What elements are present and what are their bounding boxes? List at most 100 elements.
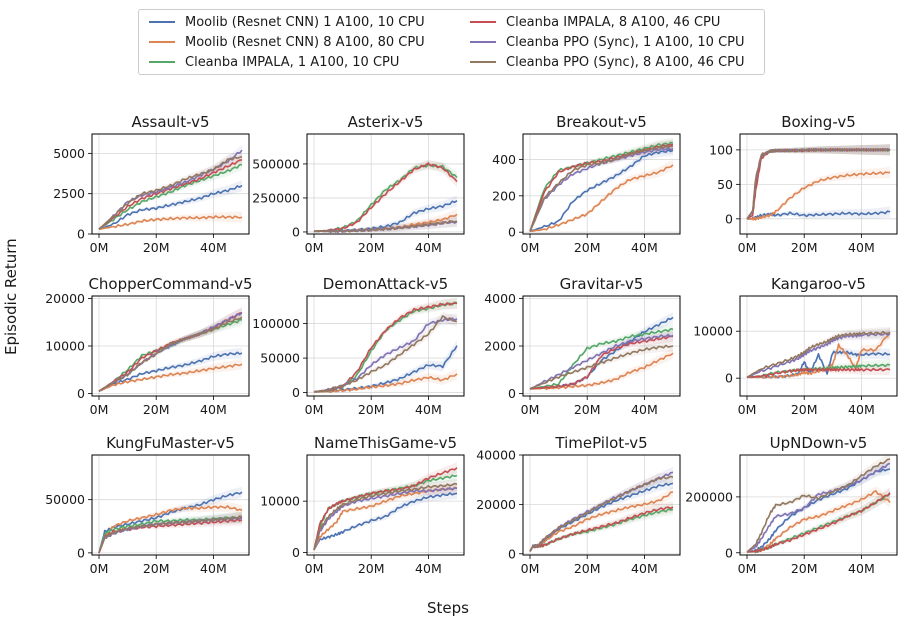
- y-tick-label: 0: [508, 225, 516, 240]
- y-tick-label: 0: [508, 546, 516, 561]
- x-tick-label: 40M: [848, 561, 875, 576]
- y-tick-label: 100: [709, 142, 733, 157]
- subplot-title: TimePilot-v5: [554, 434, 647, 452]
- series-line: [313, 482, 458, 550]
- confidence-band: [314, 487, 457, 550]
- legend-entry: Cleanba IMPALA, 1 A100, 10 CPU: [149, 52, 399, 72]
- y-tick-label: 50: [717, 177, 733, 192]
- legend-entry: Moolib (Resnet CNN) 1 A100, 10 CPU: [149, 12, 425, 32]
- x-tick-label: 0M: [738, 402, 757, 417]
- series-line: [746, 367, 891, 379]
- axes-frame: [306, 133, 465, 235]
- y-tick-label: 0: [292, 224, 300, 239]
- legend-swatch: [149, 61, 175, 63]
- subplot: 0M 20M 40M 0 20000 40000 TimePilot-v5: [476, 434, 681, 576]
- subplot-title: ChopperCommand-v5: [88, 275, 252, 293]
- x-tick-label: 20M: [574, 240, 601, 255]
- legend-label: Cleanba IMPALA, 1 A100, 10 CPU: [185, 54, 400, 70]
- x-tick-label: 0M: [305, 240, 324, 255]
- series-line: [313, 492, 458, 551]
- series-line: [313, 162, 458, 233]
- subplot: 0M 20M 40M 0 50000 100000 DemonAttack-v5: [252, 275, 465, 417]
- subplot: 0M 20M 40M 0 250000 500000 Asterix-v5: [252, 113, 465, 255]
- subplot-title: Boxing-v5: [781, 113, 856, 131]
- x-tick-label: 20M: [143, 561, 170, 576]
- subplot-title: KungFuMaster-v5: [106, 434, 235, 452]
- series-line: [746, 350, 891, 379]
- series-line: [746, 492, 891, 553]
- x-tick-label: 20M: [791, 561, 818, 576]
- x-tick-label: 20M: [358, 402, 385, 417]
- x-tick-label: 40M: [631, 561, 658, 576]
- x-tick-label: 0M: [738, 561, 757, 576]
- subplot: 0M 20M 40M 0 10000 NameThisGame-v5: [260, 434, 465, 576]
- series-line: [529, 475, 674, 552]
- legend: Moolib (Resnet CNN) 1 A100, 10 CPU Mooli…: [138, 9, 765, 75]
- subplot-title: Kangaroo-v5: [771, 275, 866, 293]
- series-line: [313, 315, 458, 393]
- x-tick-label: 0M: [90, 561, 109, 576]
- legend-label: Moolib (Resnet CNN) 1 A100, 10 CPU: [185, 14, 425, 30]
- confidence-band: [530, 329, 673, 389]
- series-line: [98, 163, 243, 230]
- series-line: [313, 373, 458, 394]
- subplot: 0M 20M 40M 0 2000 4000 Gravitar-v5: [484, 275, 681, 417]
- confidence-band: [530, 139, 673, 232]
- series-line: [313, 219, 458, 233]
- confidence-band: [99, 159, 242, 230]
- confidence-band: [314, 216, 457, 233]
- x-tick-label: 0M: [305, 402, 324, 417]
- x-tick-label: 40M: [848, 240, 875, 255]
- x-tick-label: 40M: [415, 402, 442, 417]
- confidence-band: [530, 477, 673, 552]
- y-axis-label: Episodic Return: [2, 238, 20, 355]
- plot-area: [98, 144, 243, 230]
- legend-label: Moolib (Resnet CNN) 8 A100, 80 CPU: [185, 34, 425, 50]
- series-line: [529, 164, 674, 232]
- plot-area: [529, 312, 674, 391]
- subplot-title: Assault-v5: [131, 113, 209, 131]
- x-tick-label: 40M: [200, 240, 227, 255]
- y-tick-label: 10000: [45, 339, 85, 354]
- confidence-band: [99, 307, 242, 392]
- legend-label: Cleanba PPO (Sync), 1 A100, 10 CPU: [506, 34, 745, 50]
- y-tick-label: 10000: [693, 324, 733, 339]
- y-tick-label: 0: [725, 371, 733, 386]
- series-line: [529, 328, 674, 390]
- plot-area: [746, 455, 891, 554]
- series-line: [313, 467, 458, 551]
- plot-area: [746, 326, 891, 379]
- x-tick-label: 40M: [200, 561, 227, 576]
- y-tick-label: 100000: [252, 316, 300, 331]
- y-tick-label: 500000: [252, 156, 300, 171]
- x-tick-label: 0M: [738, 240, 757, 255]
- confidence-band: [314, 368, 457, 393]
- subplot: 0M 20M 40M 0 200 400 Breakout-v5: [492, 113, 681, 255]
- confidence-band: [314, 462, 457, 550]
- plot-area: [313, 462, 458, 551]
- y-tick-label: 40000: [476, 448, 516, 463]
- y-tick-label: 20000: [45, 291, 85, 306]
- confidence-band: [314, 298, 457, 392]
- y-tick-label: 2500: [53, 186, 85, 201]
- series-line: [98, 159, 243, 230]
- confidence-band: [99, 314, 242, 392]
- y-tick-label: 5000: [53, 146, 85, 161]
- confidence-band: [314, 215, 457, 233]
- axes-frame: [91, 133, 250, 235]
- axes-frame: [739, 295, 898, 397]
- x-tick-label: 40M: [848, 402, 875, 417]
- series-line: [746, 462, 891, 553]
- series-line: [746, 171, 891, 221]
- subplot: 0M 20M 40M 0 10000 Kangaroo-v5: [693, 275, 898, 417]
- x-tick-label: 20M: [358, 561, 385, 576]
- plot-area: [98, 307, 243, 393]
- subplot-title: Breakout-v5: [556, 113, 647, 131]
- confidence-band: [747, 167, 890, 220]
- subplot: 0M 20M 40M 0 50 100 Boxing-v5: [709, 113, 898, 255]
- legend-entry: Cleanba PPO (Sync), 8 A100, 46 CPU: [470, 52, 745, 72]
- x-tick-label: 20M: [143, 402, 170, 417]
- x-tick-label: 0M: [521, 561, 540, 576]
